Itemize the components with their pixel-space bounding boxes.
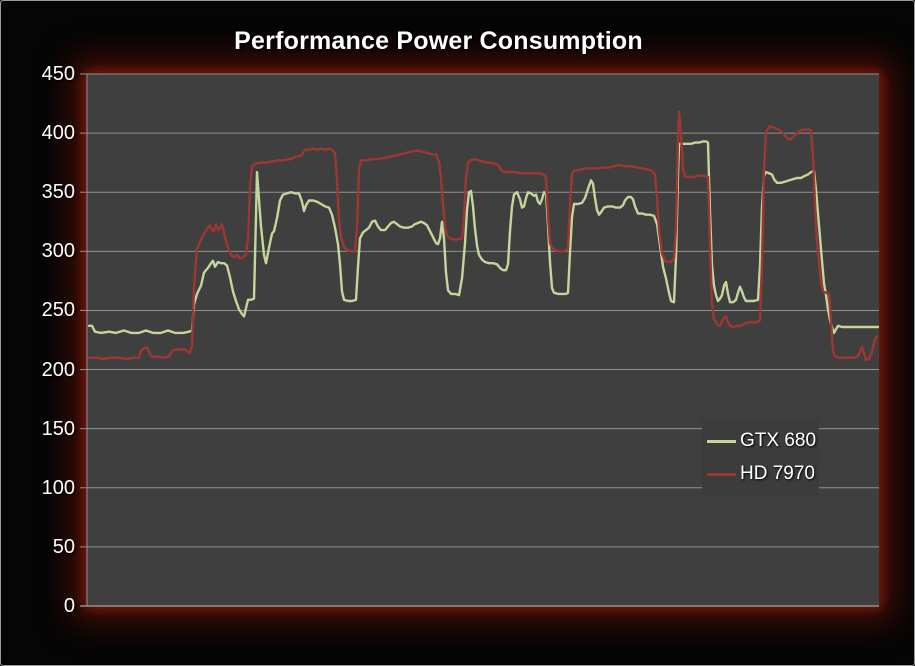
gtx-680-line-swatch-icon	[707, 439, 736, 443]
y-axis-tick-label: 50	[52, 535, 75, 558]
y-axis-tick-label: 300	[41, 240, 75, 263]
y-axis-tick-label: 150	[41, 417, 75, 440]
legend-item-gtx-680: GTX 680	[707, 430, 819, 452]
y-axis-tick-label: 400	[41, 122, 75, 145]
y-axis-tick-label: 200	[41, 358, 75, 381]
hd-7970-line	[87, 110, 879, 362]
y-axis-tick-label: 0	[63, 595, 75, 617]
legend-item-hd-7970: HD 7970	[707, 463, 819, 485]
legend-label: HD 7970	[740, 463, 815, 484]
hd-7970-line-swatch-icon	[707, 472, 736, 476]
y-axis-tick-label: 100	[41, 476, 75, 499]
y-axis-tick-label: 450	[41, 63, 75, 85]
y-axis-tick-label: 350	[41, 181, 75, 204]
gtx-680-line	[87, 140, 880, 335]
legend: GTX 680 HD 7970	[702, 418, 819, 497]
legend-label: GTX 680	[740, 430, 817, 451]
y-axis: 450 400 350 300 250 200 150 100 50 0	[1, 1, 75, 665]
chart-title: Performance Power Consumption	[234, 27, 643, 55]
y-axis-tick-label: 250	[41, 299, 75, 322]
